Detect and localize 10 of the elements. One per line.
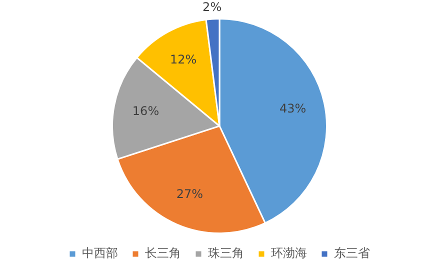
data-label: 27%	[176, 187, 204, 202]
data-label: 2%	[202, 0, 222, 14]
data-label: 16%	[132, 104, 160, 118]
data-label: 12%	[170, 52, 197, 66]
data-label: 43%	[279, 102, 306, 116]
legend-label: 东三省	[334, 246, 370, 260]
legend-label: 中西部	[82, 246, 118, 260]
legend-label: 长三角	[145, 246, 181, 260]
legend-label: 珠三角	[208, 246, 244, 260]
legend-label: 环渤海	[271, 246, 307, 260]
